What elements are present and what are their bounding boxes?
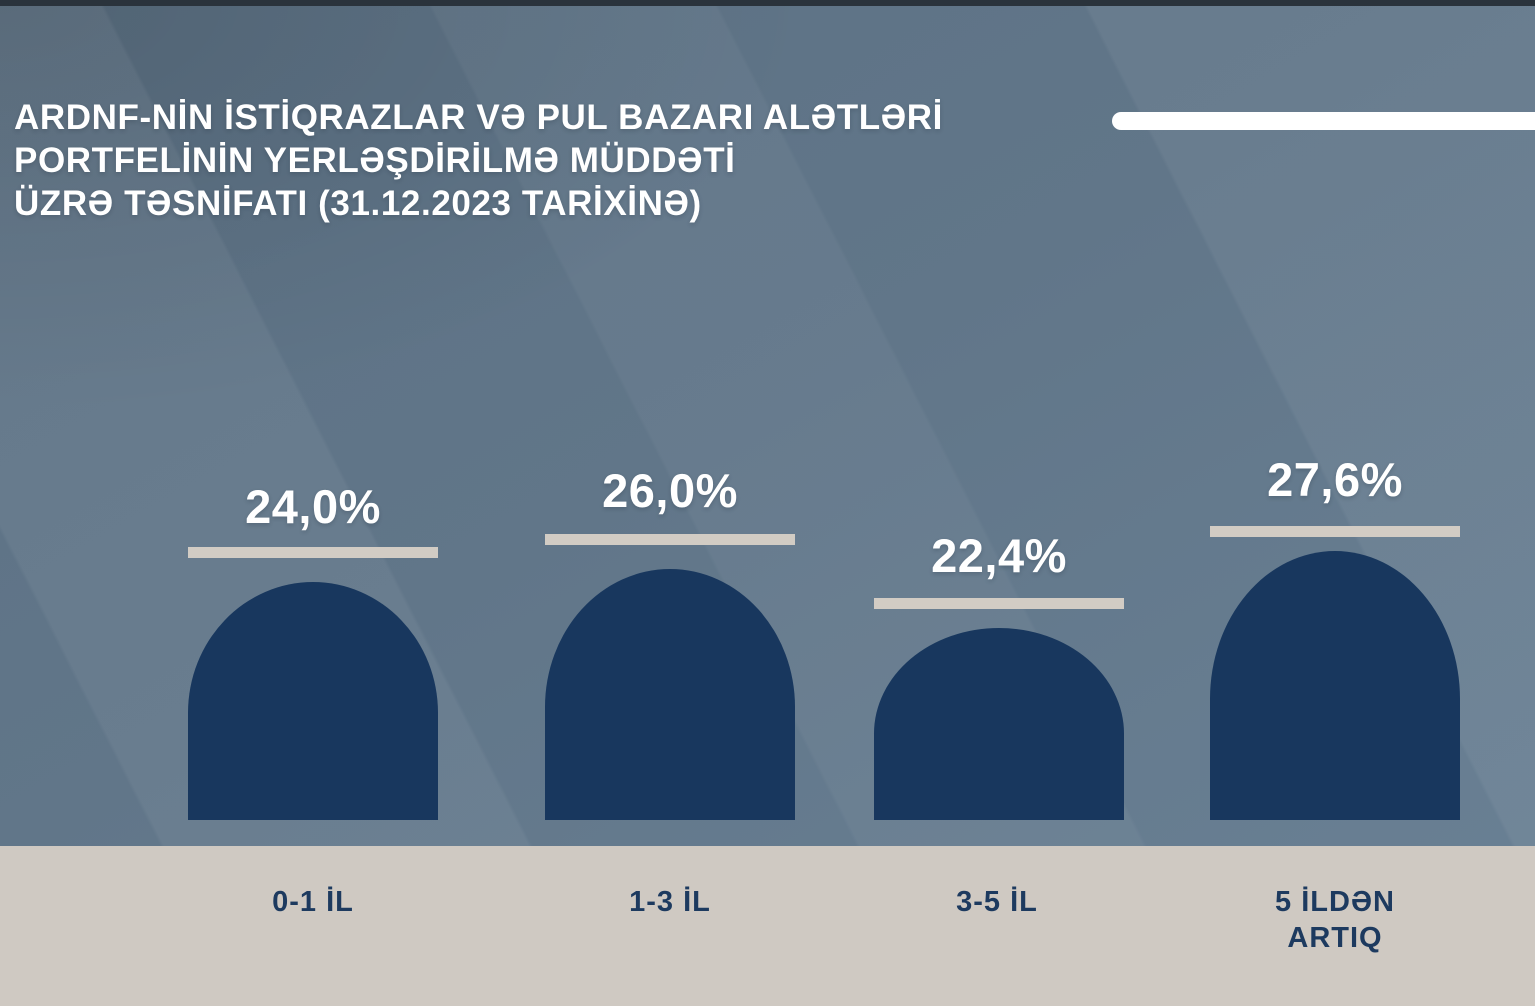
category-label: 5 İLDƏN ARTIQ <box>1275 886 1395 954</box>
bar-top-line <box>874 598 1124 609</box>
chart-title: ARDNF-NİN İSTİQRAZLAR VƏ PUL BAZARI ALƏT… <box>14 98 943 223</box>
category-label: 0-1 İL <box>272 886 354 918</box>
bar <box>545 569 795 820</box>
bar <box>1210 551 1460 820</box>
bar-top-line <box>545 534 795 545</box>
title-accent-line <box>1112 112 1535 130</box>
bar-top-line <box>1210 526 1460 537</box>
bar-value-label: 26,0% <box>602 464 738 517</box>
bar-group: 27,6% <box>1210 0 1460 1006</box>
bar-value-label: 27,6% <box>1267 453 1403 506</box>
category-label: 1-3 İL <box>629 886 711 918</box>
category-label: 3-5 İL <box>956 886 1038 918</box>
category-axis-band <box>0 846 1535 1006</box>
bar-top-line <box>188 547 438 558</box>
top-edge-strip <box>0 0 1535 6</box>
bar <box>874 628 1124 820</box>
bar-group: 26,0% <box>545 0 795 1006</box>
bar <box>188 582 438 820</box>
bar-value-label: 22,4% <box>931 529 1067 582</box>
bar-group: 22,4% <box>874 0 1124 1006</box>
bar-value-label: 24,0% <box>245 480 381 533</box>
bar-group: 24,0% <box>188 0 438 1006</box>
